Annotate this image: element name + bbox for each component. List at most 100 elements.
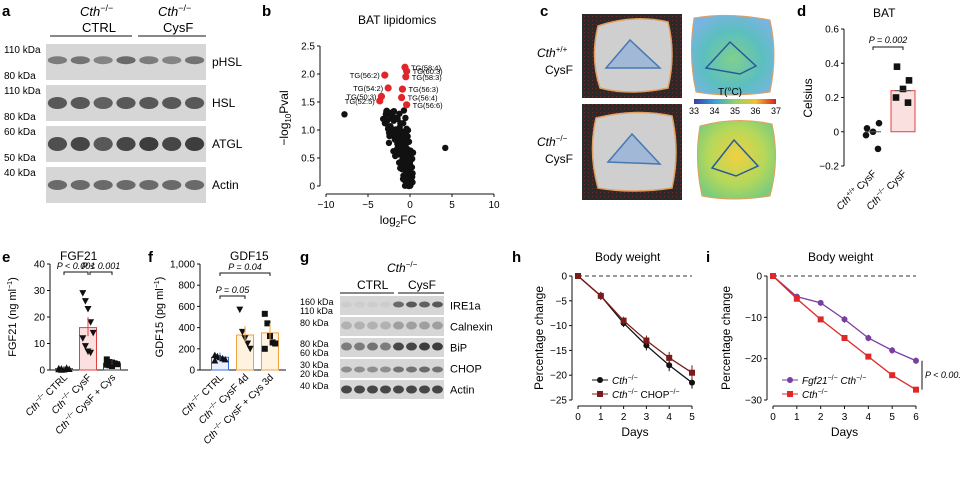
panel-c-letter: c: [540, 3, 548, 20]
legend-marker: [597, 391, 603, 397]
data-point: [817, 316, 824, 323]
legend-marker: [787, 391, 793, 397]
data-point: [770, 273, 776, 279]
panel-b: b BAT lipidomics 0 0.5 1.0 1.5 2.0 2.5 −10 −5 0 5…: [262, 3, 500, 229]
volcano-label: TG(54:2): [353, 84, 384, 93]
x-tick-label: 5: [889, 412, 895, 423]
panel-c-thermal-top: [690, 14, 775, 96]
blot-band: [184, 137, 205, 151]
x-tick-label: 4: [866, 412, 872, 423]
data-point: [57, 366, 65, 373]
data-point: [264, 320, 271, 327]
y-tick-label: 600: [178, 302, 195, 313]
y-axis-label: −log10Pval: [277, 90, 293, 145]
y-tick-label: −25: [550, 396, 567, 407]
blot-strip: [340, 296, 444, 315]
y-tick-label: 0.6: [825, 25, 839, 36]
p-value: P = 0.04: [228, 262, 261, 272]
p-value: P < 0.001: [82, 261, 120, 271]
colorbar-tick: 33: [689, 106, 699, 116]
data-point: [862, 131, 870, 139]
y-tick-label: −10: [550, 321, 567, 332]
data-point: [84, 306, 92, 313]
blot-band: [406, 342, 417, 351]
blot-band: [116, 56, 136, 65]
panel-h: h Body weight 0 −5 −10 −15 −20 −25 0 1 2 3 4 5 Days P…: [512, 249, 695, 439]
data-point: [575, 273, 581, 279]
kda-marker: 110 kDa: [4, 86, 41, 97]
blot-band: [47, 56, 68, 65]
y-tick-label: 800: [178, 281, 195, 292]
x-axis-label: Days: [831, 425, 858, 439]
panel-c-roi-bottom: [606, 132, 662, 165]
panel-e-letter: e: [2, 249, 10, 266]
x-tick-label: 6: [913, 412, 919, 423]
blot-band: [367, 342, 378, 351]
blot-band: [380, 342, 391, 351]
volcano-point: [401, 138, 408, 145]
kda-marker: 110 kDa: [4, 45, 41, 56]
kda-marker: 60 kDa: [4, 127, 36, 138]
data-point: [892, 94, 900, 101]
x-tick-label: 5: [449, 200, 455, 211]
protein-label: pHSL: [212, 55, 242, 69]
y-tick-label: 0: [561, 272, 567, 283]
volcano-point: [442, 144, 449, 152]
legend-label: Cth−/−: [612, 375, 638, 387]
volcano-label: TG(56:3): [408, 85, 439, 94]
p-value: P < 0.001: [925, 370, 960, 380]
x-tick-label: 10: [488, 200, 500, 211]
blot-band: [432, 366, 443, 373]
y-tick-label: 10: [34, 339, 46, 350]
x-tick-label: 3: [842, 412, 848, 423]
protein-label: ATGL: [212, 137, 243, 151]
blot-strip: [340, 338, 444, 357]
y-axis-label: Celsius: [801, 78, 815, 117]
x-axis-label: Days: [621, 425, 648, 439]
data-point: [87, 349, 95, 357]
data-point: [89, 329, 97, 337]
blot-band: [367, 301, 378, 308]
blot-band: [406, 366, 417, 373]
panel-f-title: GDF15: [230, 249, 269, 263]
data-point: [221, 355, 229, 363]
volcano-label: TG(58:4): [411, 63, 442, 72]
p-value: P = 0.002: [869, 35, 907, 45]
data-point: [261, 345, 268, 352]
panel-f-letter: f: [148, 249, 154, 266]
kda-marker: 50 kDa: [4, 153, 36, 164]
colorbar-ticks: 33 34 35 36 37: [689, 106, 781, 116]
significance-bracket: [872, 46, 904, 50]
kda-marker: 110 kDa: [300, 306, 333, 316]
y-tick-label: −15: [550, 346, 567, 357]
volcano-label: TG(58:3): [412, 73, 443, 82]
data-point: [261, 310, 268, 317]
y-tick-label: −20: [550, 371, 567, 382]
blot-band: [406, 321, 417, 330]
volcano-point: [399, 145, 407, 152]
kda-marker: 80 kDa: [300, 318, 329, 328]
blot-band: [116, 97, 136, 109]
data-point: [109, 363, 115, 370]
volcano-point: [408, 164, 416, 171]
significance-bracket: [219, 295, 246, 299]
data-point: [793, 295, 800, 302]
volcano-point: [402, 114, 409, 122]
kda-marker: 30 kDa: [300, 360, 329, 370]
data-point: [81, 343, 89, 350]
blot-band: [393, 301, 404, 308]
data-point: [81, 298, 89, 305]
y-tick-label: 1.0: [301, 126, 315, 137]
y-tick-label: 0: [39, 366, 45, 377]
blot-band: [419, 385, 430, 394]
colorbar-title: T(°C): [718, 87, 742, 98]
panel-c-row2-genotype: Cth−/−: [537, 134, 568, 149]
data-point: [246, 345, 254, 353]
p-value: P = 0.05: [216, 285, 250, 295]
legend-label: Cth−/− CHOP−/−: [612, 389, 679, 401]
panel-h-letter: h: [512, 249, 521, 266]
blot-band: [406, 385, 417, 394]
